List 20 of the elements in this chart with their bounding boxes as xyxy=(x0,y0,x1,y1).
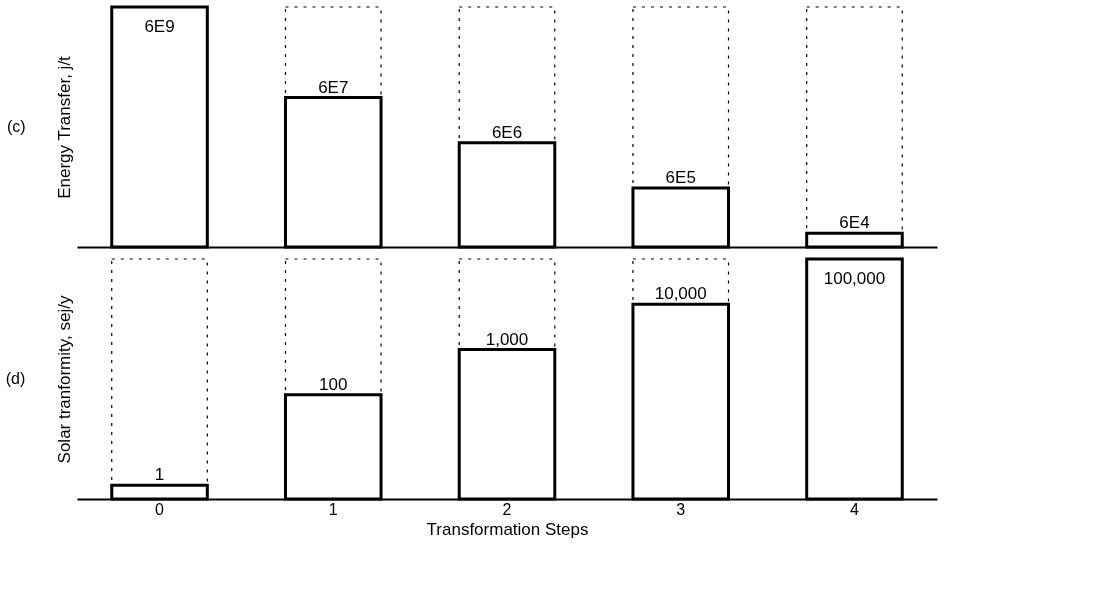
data-label: 10,000 xyxy=(654,284,707,304)
x-tick-label: 0 xyxy=(155,500,165,518)
data-label: 1 xyxy=(154,465,165,485)
x-tick-label: 3 xyxy=(676,500,686,518)
text: (d) xyxy=(5,370,26,387)
x-tick-label: 4 xyxy=(850,500,860,518)
y-axis-title: Energy Transfer, j/t xyxy=(54,55,74,199)
data-label: 1,000 xyxy=(485,329,529,349)
text: (c) xyxy=(7,118,26,135)
x-tick-label: 1 xyxy=(328,500,338,518)
data-label: 100 xyxy=(319,374,348,394)
data-label: 6E6 xyxy=(491,122,523,142)
x-axis-title: Transformation Steps xyxy=(426,519,589,539)
y-axis-title: Solar tranformity, sej/y xyxy=(54,295,74,464)
data-label: 6E9 xyxy=(144,17,175,36)
x-tick-label: 2 xyxy=(502,500,512,518)
data-label: 6E7 xyxy=(318,77,349,97)
data-label: 6E4 xyxy=(839,213,870,233)
data-label: 100,000 xyxy=(823,269,886,288)
data-label: 6E5 xyxy=(665,168,696,188)
